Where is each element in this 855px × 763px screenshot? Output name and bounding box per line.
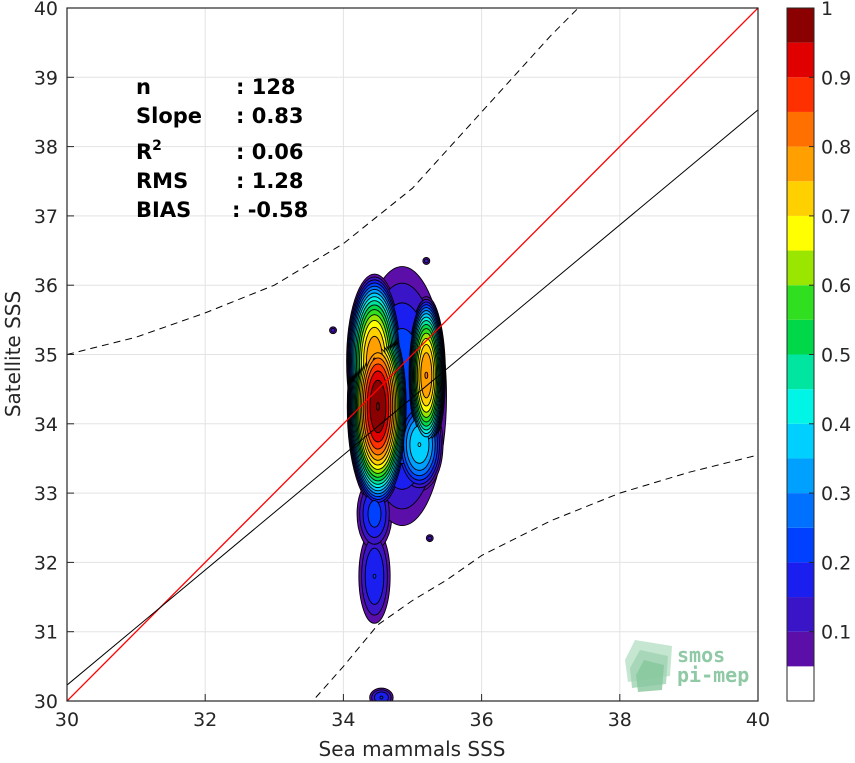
colorbar-tick-label: 1 <box>821 0 833 20</box>
colorbar-swatch <box>787 285 814 320</box>
colorbar-swatch <box>787 42 814 78</box>
contour-level-3-blob-5 <box>379 695 384 700</box>
stat-value: : 1.28 <box>236 169 304 193</box>
smos-pi-mep-logo: smos pi-mep <box>625 640 749 692</box>
colorbar-swatch <box>787 250 814 286</box>
colorbar-swatch <box>787 146 814 182</box>
stat-label-text: BIAS <box>136 198 191 222</box>
contour-level-15-blob-9 <box>424 371 429 379</box>
colorbar-swatch <box>787 215 814 251</box>
colorbar-tick-label: 0.6 <box>821 275 851 297</box>
y-tick-label: 33 <box>34 483 58 505</box>
colorbar-swatch <box>787 354 814 390</box>
colorbar-swatch <box>787 666 814 701</box>
stats-box: n : 128 Slope : 0.83 R2 : 0.06 RMS : 1.28 BIAS : … <box>136 75 308 222</box>
y-tick-label: 37 <box>34 206 58 228</box>
colorbar-swatch <box>787 562 814 598</box>
colorbar-swatch <box>787 423 814 459</box>
stat-label-text: n <box>136 75 151 99</box>
layers-icon <box>625 640 672 692</box>
stat-value: : 128 <box>236 75 296 99</box>
stat-label-text: Slope <box>136 104 202 128</box>
y-tick-label: 39 <box>34 67 58 89</box>
colorbar-swatch <box>787 631 814 667</box>
colorbar-tick-label: 0.4 <box>821 414 851 436</box>
x-tick-label: 32 <box>193 709 217 731</box>
colorbar-swatch <box>787 389 814 424</box>
x-tick-label: 30 <box>55 709 79 731</box>
y-axis: 30 31 32 33 34 35 36 37 38 39 40 <box>34 0 74 713</box>
colorbar-swatch <box>787 77 814 112</box>
fit-lines <box>67 8 758 701</box>
colorbar-swatch <box>787 458 814 494</box>
colorbar-tick-label: 0.5 <box>821 345 851 367</box>
contour-level-1-blob-1 <box>423 258 429 264</box>
y-tick-label: 30 <box>34 691 58 713</box>
y-tick-label: 35 <box>34 345 58 367</box>
identity-line <box>67 8 758 701</box>
colorbar-tick-label: 0.8 <box>821 137 851 159</box>
y-tick-label: 36 <box>34 275 58 297</box>
stat-label: RMS <box>136 169 188 193</box>
y-tick-label: 34 <box>34 414 58 436</box>
x-axis-title: Sea mammals SSS <box>319 737 506 761</box>
colorbar-swatch <box>787 181 814 216</box>
stat-label: BIAS <box>136 198 191 222</box>
stat-label: n <box>136 75 151 99</box>
stat-value: : 0.83 <box>236 104 304 128</box>
stat-value: : -0.58 <box>232 198 308 222</box>
colorbar-tick-label: 0.3 <box>821 483 851 505</box>
logo-line2: pi-mep <box>677 663 749 687</box>
x-tick-label: 36 <box>470 709 494 731</box>
colorbar-tick-label: 0.9 <box>821 67 851 89</box>
x-tick-label: 34 <box>331 709 355 731</box>
y-tick-label: 32 <box>34 552 58 574</box>
colorbar-tick-label: 0.1 <box>821 622 851 644</box>
contour-level-3-blob-4 <box>372 573 377 579</box>
x-axis: 30 32 34 36 38 40 <box>55 694 770 731</box>
contour-level-1-blob-2 <box>330 327 336 333</box>
colorbar-swatch <box>787 319 814 355</box>
contour-level-3-blob-6 <box>367 500 382 528</box>
colorbar-swatch <box>787 527 814 563</box>
stat-label: R2 <box>136 138 162 164</box>
lower-confidence-curve <box>315 454 758 698</box>
stat-label-text: RMS <box>136 169 188 193</box>
x-tick-label: 40 <box>746 709 770 731</box>
colorbar-swatch <box>787 8 814 43</box>
y-tick-label: 40 <box>34 0 58 20</box>
y-axis-title: Satellite SSS <box>1 291 25 417</box>
stat-value: : 0.06 <box>236 140 304 164</box>
colorbar-tick-label: 0.7 <box>821 206 851 228</box>
stat-label: Slope <box>136 104 202 128</box>
contour-level-19-blob-11 <box>376 402 380 411</box>
stat-label-text: R <box>136 140 152 164</box>
stat-label-superscript: 2 <box>152 138 162 154</box>
colorbar-tick-label: 0.2 <box>821 552 851 574</box>
regression-line <box>67 109 758 686</box>
logo-line1: smos <box>677 643 725 667</box>
colorbar: 0.1 0.2 0.3 0.4 0.5 0.6 0.7 0.8 0.9 1 <box>786 0 851 702</box>
colorbar-swatch <box>787 111 814 147</box>
colorbar-swatch <box>787 597 814 632</box>
y-tick-label: 31 <box>34 622 58 644</box>
colorbar-swatch <box>787 493 814 528</box>
x-tick-label: 38 <box>608 709 632 731</box>
contour-level-7-blob-8 <box>417 442 422 447</box>
density-contours <box>329 257 447 701</box>
y-tick-label: 38 <box>34 137 58 159</box>
contour-level-1-blob-3 <box>427 535 433 541</box>
